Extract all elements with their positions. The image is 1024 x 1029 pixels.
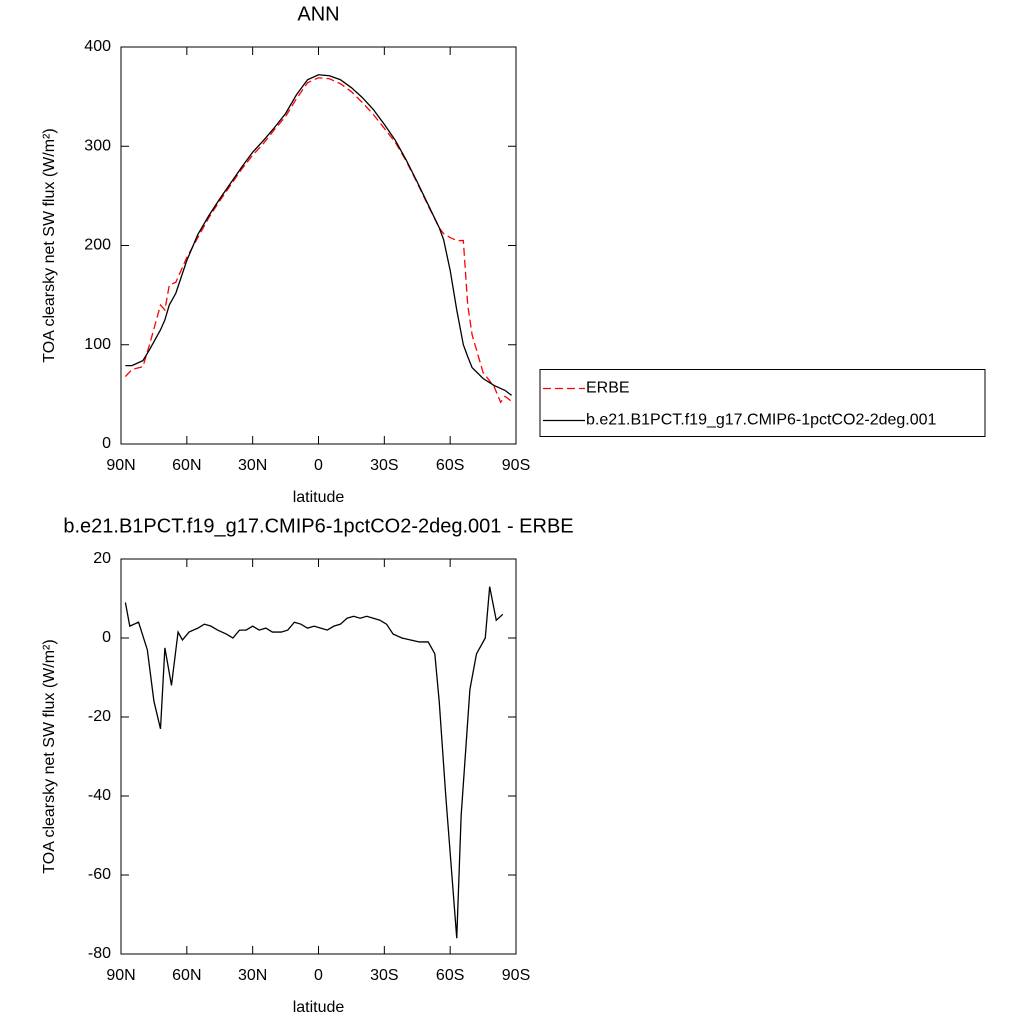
x-tick-label: 90S (502, 967, 530, 984)
x-tick-label: 0 (314, 457, 323, 474)
y-tick-label: 100 (84, 336, 111, 353)
y-axis-label: TOA clearsky net SW flux (W/m²) (41, 639, 58, 873)
y-tick-label: -40 (88, 787, 111, 804)
x-tick-label: 60S (436, 967, 464, 984)
data-line (124, 586, 504, 939)
y-tick-label: 0 (102, 629, 111, 646)
x-tick-label: 90N (106, 967, 135, 984)
x-tick-label: 30S (370, 967, 398, 984)
chart-title: b.e21.B1PCT.f19_g17.CMIP6-1pctCO2-2deg.0… (63, 515, 573, 537)
y-tick-label: 300 (84, 137, 111, 154)
legend-label: ERBE (586, 380, 630, 397)
x-tick-label: 60N (172, 967, 201, 984)
x-tick-label: 30S (370, 457, 398, 474)
plot-frame (120, 46, 517, 445)
plot-frame (120, 558, 517, 955)
x-tick-label: 90N (106, 457, 135, 474)
x-tick-label: 60N (172, 457, 201, 474)
y-tick-label: 0 (102, 435, 111, 452)
legend-box (539, 369, 986, 437)
x-tick-label: 0 (314, 967, 323, 984)
x-axis-label: latitude (293, 489, 345, 506)
y-tick-label: 200 (84, 237, 111, 254)
x-tick-label: 30N (238, 967, 267, 984)
y-tick-label: 400 (84, 38, 111, 55)
x-axis-label: latitude (293, 999, 345, 1016)
x-tick-label: 30N (238, 457, 267, 474)
data-line (124, 77, 513, 404)
y-tick-label: 20 (93, 550, 111, 567)
legend-label: b.e21.B1PCT.f19_g17.CMIP6-1pctCO2-2deg.0… (586, 412, 937, 429)
data-line (125, 74, 513, 396)
x-tick-label: 90S (502, 457, 530, 474)
chart-title: ANN (297, 3, 339, 25)
y-tick-label: -80 (88, 945, 111, 962)
y-tick-label: -60 (88, 866, 111, 883)
y-tick-label: -20 (88, 708, 111, 725)
y-axis-label: TOA clearsky net SW flux (W/m²) (41, 128, 58, 362)
x-tick-label: 60S (436, 457, 464, 474)
